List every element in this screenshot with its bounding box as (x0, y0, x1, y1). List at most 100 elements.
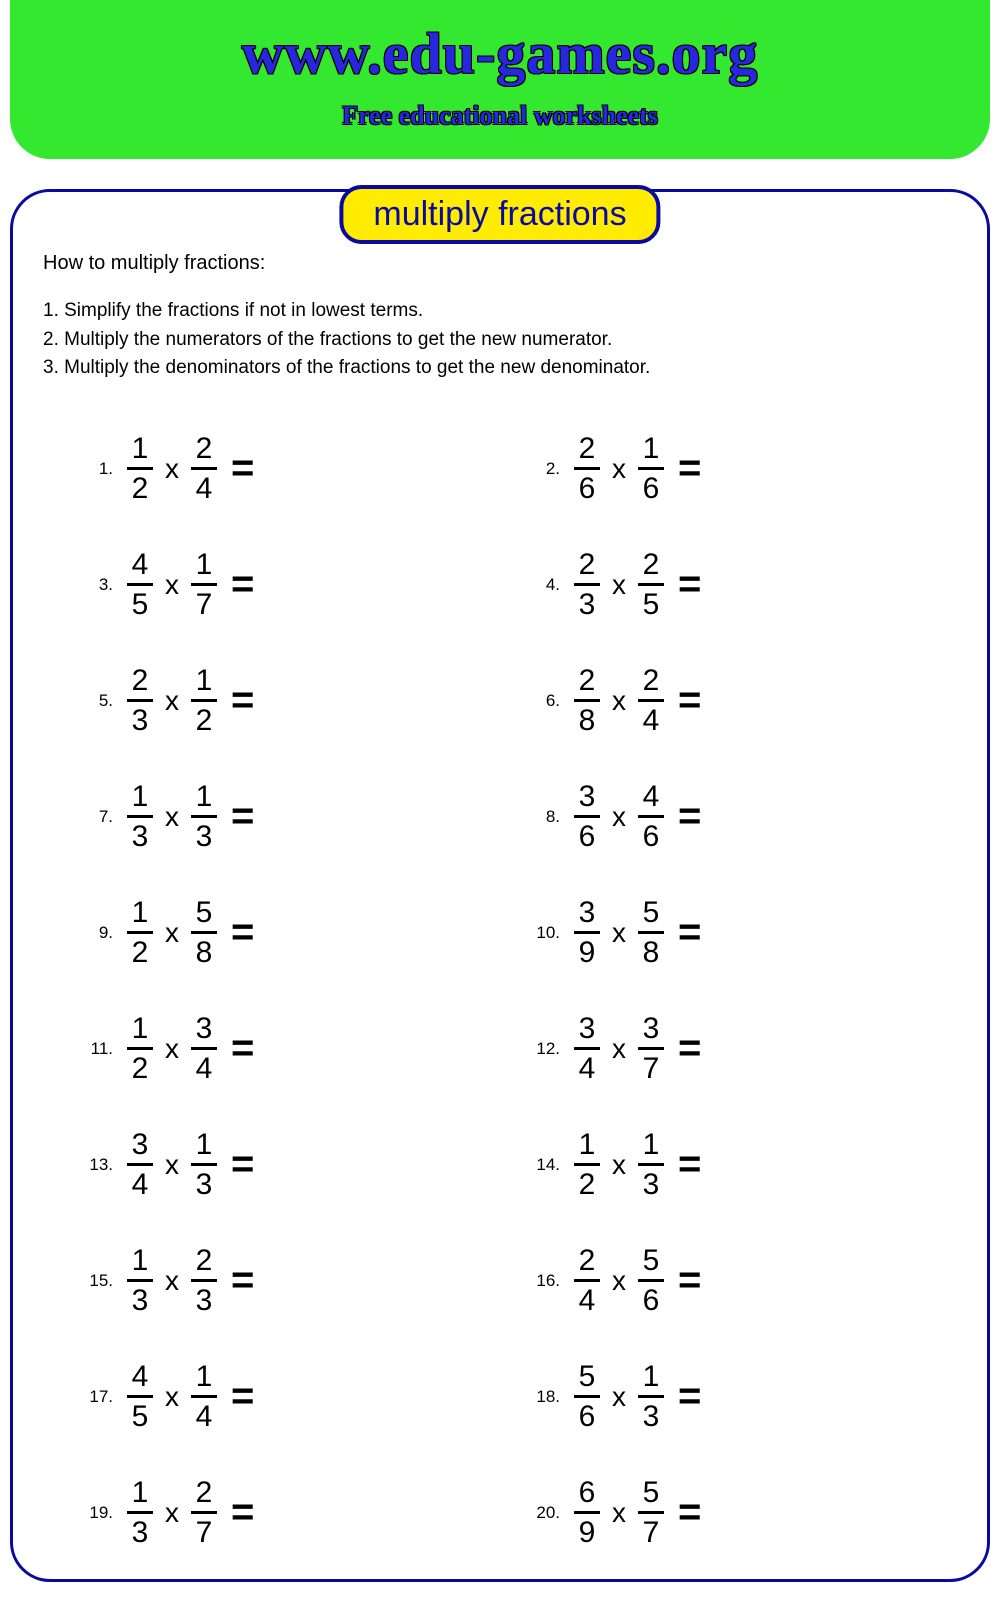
fraction-b: 57 (638, 1477, 664, 1549)
fraction-bar (638, 815, 664, 818)
fraction-bar (638, 583, 664, 586)
denominator: 7 (193, 589, 216, 621)
numerator: 1 (640, 1129, 663, 1161)
fraction-b: 25 (638, 549, 664, 621)
fraction-a: 39 (574, 897, 600, 969)
denominator: 9 (576, 1517, 599, 1549)
equals-sign: = (678, 1026, 698, 1071)
problem-row: 7.13x13= (73, 781, 480, 853)
denominator: 4 (129, 1169, 152, 1201)
equals-sign: = (231, 1374, 251, 1419)
numerator: 3 (576, 1013, 599, 1045)
numerator: 2 (576, 433, 599, 465)
numerator: 1 (193, 781, 216, 813)
denominator: 3 (193, 1285, 216, 1317)
fraction-b: 13 (191, 1129, 217, 1201)
fraction-b: 46 (638, 781, 664, 853)
numerator: 4 (129, 549, 152, 581)
fraction-bar (638, 467, 664, 470)
fraction-bar (574, 699, 600, 702)
equals-sign: = (231, 1142, 251, 1187)
multiply-operator: x (612, 801, 626, 833)
fraction-bar (638, 1395, 664, 1398)
problem-row: 13.34x13= (73, 1129, 480, 1201)
problem-number: 15. (73, 1271, 113, 1291)
multiply-operator: x (165, 1149, 179, 1181)
fraction-bar (191, 467, 217, 470)
equals-sign: = (231, 1490, 251, 1535)
fraction-a: 45 (127, 1361, 153, 1433)
numerator: 2 (193, 1245, 216, 1277)
equals-sign: = (678, 910, 698, 955)
denominator: 6 (640, 473, 663, 505)
problem-row: 16.24x56= (520, 1245, 927, 1317)
fraction-bar (638, 1163, 664, 1166)
fraction-b: 56 (638, 1245, 664, 1317)
fraction-a: 69 (574, 1477, 600, 1549)
fraction-bar (127, 931, 153, 934)
numerator: 1 (193, 549, 216, 581)
numerator: 3 (640, 1013, 663, 1045)
problem-number: 7. (73, 807, 113, 827)
denominator: 5 (129, 589, 152, 621)
numerator: 1 (129, 897, 152, 929)
problem-row: 9.12x58= (73, 897, 480, 969)
numerator: 2 (576, 549, 599, 581)
fraction-b: 24 (638, 665, 664, 737)
numerator: 1 (640, 1361, 663, 1393)
numerator: 2 (640, 665, 663, 697)
fraction-bar (127, 467, 153, 470)
multiply-operator: x (612, 917, 626, 949)
site-header: www.edu-games.org Free educational works… (10, 0, 990, 159)
problem-number: 8. (520, 807, 560, 827)
numerator: 3 (576, 897, 599, 929)
problem-number: 10. (520, 923, 560, 943)
fraction-bar (191, 931, 217, 934)
equals-sign: = (678, 562, 698, 607)
numerator: 1 (129, 781, 152, 813)
multiply-operator: x (612, 1033, 626, 1065)
problem-number: 2. (520, 459, 560, 479)
fraction-b: 14 (191, 1361, 217, 1433)
fraction-a: 56 (574, 1361, 600, 1433)
numerator: 4 (640, 781, 663, 813)
denominator: 3 (193, 1169, 216, 1201)
denominator: 2 (576, 1169, 599, 1201)
problem-row: 19.13x27= (73, 1477, 480, 1549)
problem-row: 6.28x24= (520, 665, 927, 737)
numerator: 5 (576, 1361, 599, 1393)
fraction-bar (638, 931, 664, 934)
multiply-operator: x (612, 569, 626, 601)
problems-grid: 1.12x24=2.26x16=3.45x17=4.23x25=5.23x12=… (43, 433, 957, 1549)
numerator: 3 (576, 781, 599, 813)
fraction-a: 24 (574, 1245, 600, 1317)
denominator: 6 (576, 473, 599, 505)
multiply-operator: x (612, 453, 626, 485)
fraction-a: 13 (127, 1245, 153, 1317)
denominator: 3 (576, 589, 599, 621)
numerator: 2 (576, 665, 599, 697)
fraction-bar (127, 1395, 153, 1398)
denominator: 3 (193, 821, 216, 853)
problem-number: 4. (520, 575, 560, 595)
fraction-bar (191, 699, 217, 702)
fraction-b: 13 (191, 781, 217, 853)
fraction-b: 17 (191, 549, 217, 621)
equals-sign: = (231, 446, 251, 491)
fraction-bar (191, 815, 217, 818)
multiply-operator: x (165, 801, 179, 833)
denominator: 3 (640, 1169, 663, 1201)
fraction-bar (574, 583, 600, 586)
fraction-b: 13 (638, 1361, 664, 1433)
problem-number: 6. (520, 691, 560, 711)
denominator: 7 (640, 1517, 663, 1549)
fraction-bar (574, 1395, 600, 1398)
fraction-bar (127, 1511, 153, 1514)
numerator: 2 (193, 1477, 216, 1509)
fraction-a: 12 (574, 1129, 600, 1201)
instruction-step: 3. Multiply the denominators of the frac… (43, 354, 957, 383)
fraction-bar (638, 1047, 664, 1050)
numerator: 5 (193, 897, 216, 929)
multiply-operator: x (165, 1033, 179, 1065)
denominator: 8 (640, 937, 663, 969)
